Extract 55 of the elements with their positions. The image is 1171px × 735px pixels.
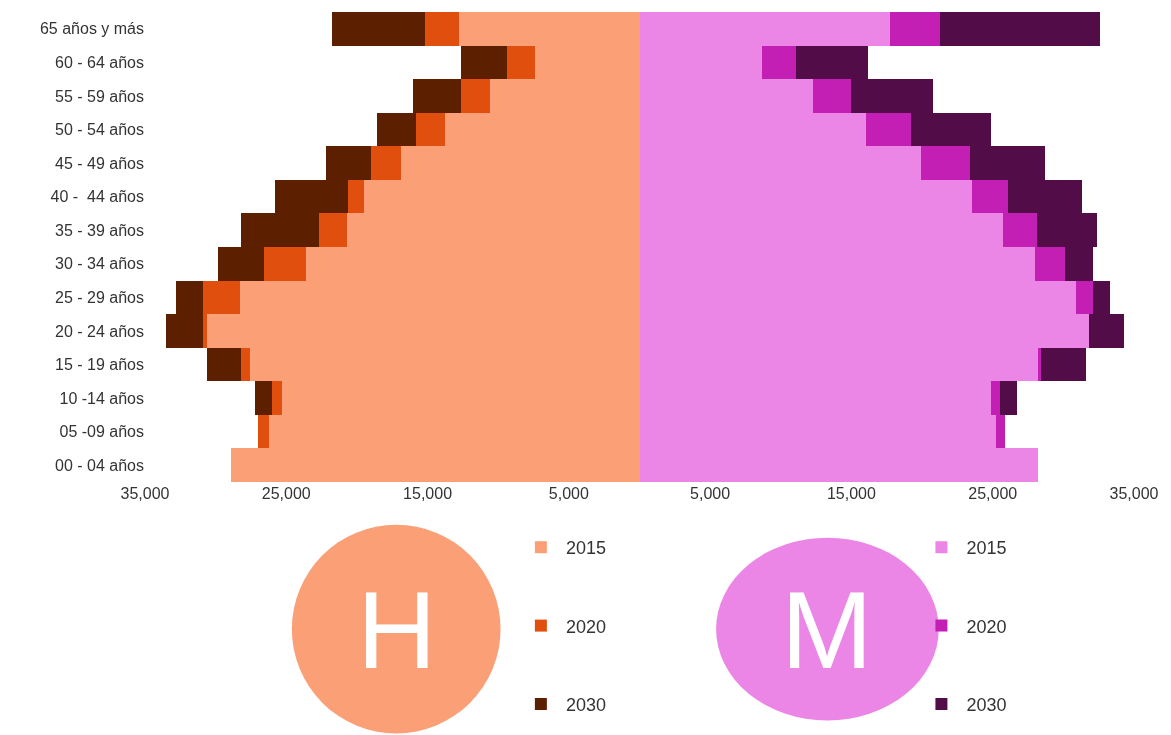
- y-tick-label: 10 -14 años: [59, 389, 144, 407]
- text: H: [357, 568, 437, 691]
- bar: [348, 180, 364, 213]
- x-tick-label: 35,000: [1109, 485, 1159, 502]
- x-tick-label: 15,000: [403, 485, 453, 502]
- bar: [890, 12, 940, 46]
- x-tick-label: 15,000: [826, 485, 876, 502]
- y-tick-label: 25 - 29 años: [55, 288, 144, 306]
- bar: [940, 12, 1100, 46]
- text: M: [781, 568, 873, 691]
- y-tick-label: 05 -09 años: [59, 423, 144, 441]
- y-tick-label: 40 - 44 años: [50, 188, 144, 206]
- x-tick-label: 25,000: [261, 485, 311, 502]
- y-tick-label: 35 - 39 años: [55, 221, 144, 239]
- x-tick-label: 25,000: [968, 485, 1018, 502]
- bar: [416, 113, 445, 146]
- bar: [1038, 348, 1041, 381]
- x-tick-label: 5,000: [690, 485, 731, 502]
- x-tick-label: 35,000: [120, 485, 170, 502]
- legend-label: 2015: [966, 538, 1007, 559]
- legend-label: 2020: [966, 616, 1007, 637]
- bar: [319, 213, 347, 247]
- legend-label: 2030: [966, 695, 1007, 716]
- y-tick-label: 65 años y más: [39, 20, 144, 38]
- bar: [1000, 381, 1017, 415]
- bar: [461, 79, 490, 113]
- bar: [762, 46, 796, 79]
- x-tick-label: 5,000: [548, 485, 589, 502]
- y-tick-label: 55 - 59 años: [55, 87, 144, 105]
- bar: [1076, 281, 1093, 314]
- bar: [332, 12, 425, 46]
- bar: [461, 46, 507, 79]
- bar: [255, 381, 272, 415]
- bar: [921, 146, 970, 180]
- legend-label: 2015: [565, 538, 606, 559]
- y-tick-label: 30 - 34 años: [55, 255, 144, 273]
- y-tick-label: 50 - 54 años: [55, 121, 144, 139]
- y-tick-label: 15 - 19 años: [55, 356, 144, 374]
- legend-label: 2030: [565, 695, 606, 716]
- legend-label: 2020: [565, 616, 606, 637]
- bar: [1041, 348, 1086, 381]
- bar: [258, 415, 269, 448]
- bar: [507, 46, 535, 79]
- bar: [264, 247, 306, 281]
- bar: [813, 79, 851, 113]
- bar: [866, 113, 911, 146]
- y-tick-label: 60 - 64 años: [55, 53, 144, 71]
- bar: [371, 146, 401, 180]
- bar: [272, 381, 282, 415]
- bar: [425, 12, 459, 46]
- bar: [207, 348, 241, 381]
- y-tick-label: 00 - 04 años: [55, 456, 144, 474]
- y-tick-label: 45 - 49 años: [55, 154, 144, 172]
- y-tick-label: 20 - 24 años: [55, 322, 144, 340]
- bar: [241, 348, 250, 381]
